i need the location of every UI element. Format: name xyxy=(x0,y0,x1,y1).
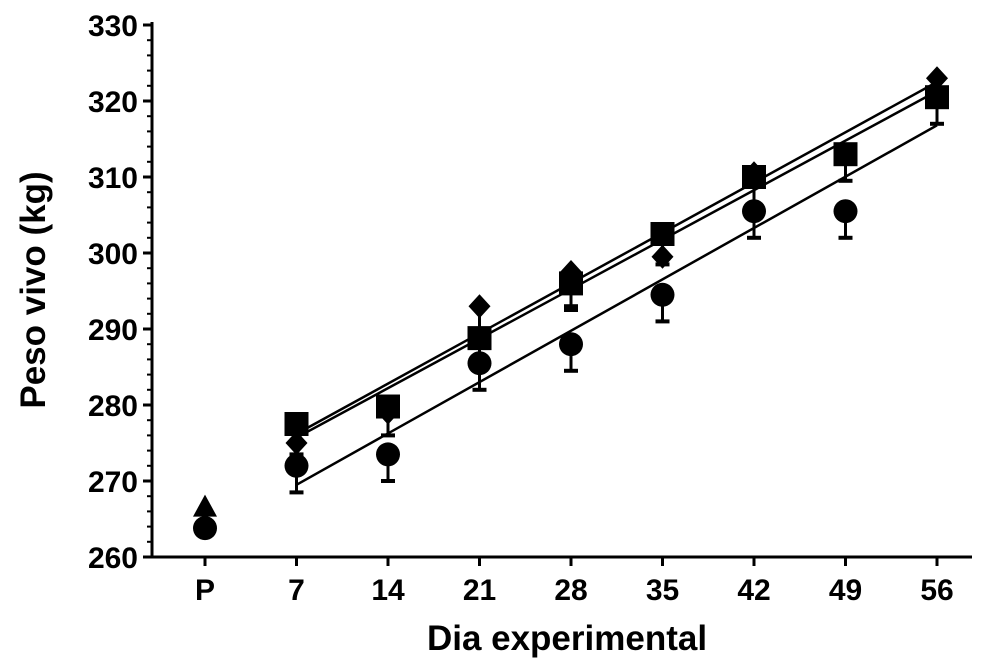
circle-point xyxy=(284,453,309,478)
y-tick-label: 290 xyxy=(88,314,138,347)
y-axis-title: Peso vivo (kg) xyxy=(14,171,53,408)
square-point xyxy=(284,412,309,436)
y-tick-label: 330 xyxy=(88,10,138,43)
diamond-point xyxy=(926,66,948,91)
y-tick-label: 270 xyxy=(88,466,138,499)
y-tick-label: 300 xyxy=(88,238,138,271)
circle-point xyxy=(376,442,400,467)
x-tick-label: 28 xyxy=(554,574,587,607)
y-tick-label: 280 xyxy=(88,390,138,423)
triangle-point xyxy=(193,494,217,517)
diamond-fit-line xyxy=(295,80,938,435)
square-fit-line xyxy=(295,90,938,439)
x-tick-label: 49 xyxy=(829,574,862,607)
circle-point xyxy=(925,85,949,110)
x-tick-label: 42 xyxy=(737,574,770,607)
square-point xyxy=(467,326,492,351)
x-tick-label: 14 xyxy=(371,574,405,607)
circle-point xyxy=(833,199,858,224)
axes xyxy=(143,22,972,566)
x-tick-label: 56 xyxy=(920,574,953,607)
x-tick-label: 35 xyxy=(646,574,679,607)
x-axis-title: Dia experimental xyxy=(427,619,707,658)
circle-point xyxy=(650,282,675,307)
square-point xyxy=(742,165,766,189)
square-point xyxy=(650,222,675,246)
y-tick-label: 310 xyxy=(88,162,138,195)
y-tick-label: 260 xyxy=(88,542,138,575)
diamond-point xyxy=(285,431,308,455)
diamond-point xyxy=(651,244,674,269)
square-point xyxy=(559,271,583,296)
tick-labels: 260 270 280 290 300 310 320 330 P 7 14 21 28 35 42 49 56 xyxy=(88,10,954,607)
circle-point xyxy=(193,516,217,541)
square-point xyxy=(833,142,858,167)
x-tick-label: 21 xyxy=(463,574,496,607)
circle-fit-line xyxy=(295,124,938,486)
square-point xyxy=(376,394,400,419)
diamond-point xyxy=(468,294,491,319)
x-tick-label: 7 xyxy=(288,574,305,607)
circle-point xyxy=(559,332,583,357)
fit-lines xyxy=(295,80,938,486)
y-tick-label: 320 xyxy=(88,86,138,119)
x-tick-label: P xyxy=(195,574,215,607)
circle-point xyxy=(742,199,766,224)
data-markers xyxy=(193,66,949,541)
circle-point xyxy=(467,351,492,376)
